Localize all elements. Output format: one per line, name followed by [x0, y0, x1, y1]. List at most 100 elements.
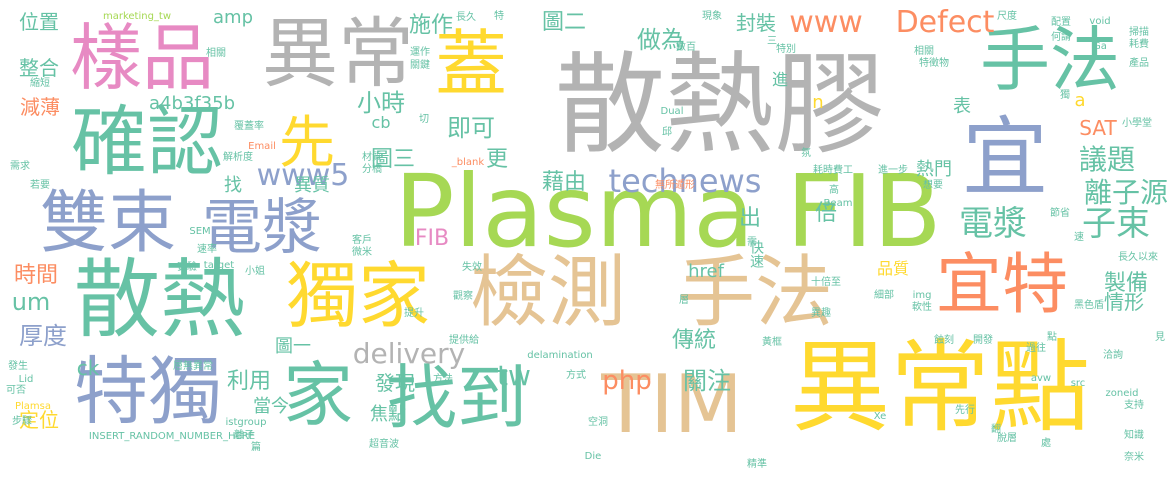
word: 分橋 — [362, 164, 382, 175]
word: 若要 — [30, 180, 50, 191]
word: 整合 — [19, 56, 59, 80]
word: 奈米 — [1124, 452, 1144, 463]
word: 細部 — [874, 290, 894, 301]
word: Dual — [660, 106, 684, 117]
word: Plamsa — [14, 401, 52, 412]
word: 速 — [1074, 232, 1084, 243]
word: 圖一 — [275, 336, 311, 357]
word: tw — [497, 359, 531, 392]
word: 電漿 — [202, 193, 322, 263]
word: 相關 — [206, 48, 226, 59]
word: 異趣 — [811, 308, 831, 319]
word: 失效 — [462, 262, 482, 273]
word: 出 — [738, 206, 762, 231]
word: 掃描 — [1129, 27, 1149, 38]
word: 黃框 — [762, 337, 782, 348]
word: INSERT_RANDOM_NUMBER_HERE — [88, 431, 256, 442]
word: 軟性 — [912, 302, 932, 313]
word: 脫層 — [997, 433, 1017, 444]
word: 樣品 — [69, 16, 215, 100]
word: 需求 — [10, 161, 30, 172]
word: 無所遁形 — [655, 180, 695, 191]
word: 發生 — [8, 361, 28, 372]
word: 配置 — [1051, 17, 1071, 28]
word: 厚度 — [19, 322, 67, 350]
word: 層無異常 — [173, 361, 213, 372]
word: www — [789, 5, 863, 40]
word: 當今 — [253, 396, 289, 417]
word: 客戶 — [352, 235, 372, 246]
word: 關鍵 — [410, 60, 430, 71]
word: 翻 — [991, 424, 1001, 435]
word: 子束 — [1082, 204, 1150, 244]
word: target — [203, 260, 235, 271]
word: 找 — [224, 175, 242, 196]
word: 長久 — [456, 12, 476, 23]
word: 蓋 — [434, 22, 508, 106]
word: 需 — [747, 237, 757, 248]
word: 定位 — [19, 408, 59, 432]
word: href — [688, 261, 724, 282]
word: 傳統 — [671, 328, 717, 353]
word: _blank — [451, 157, 485, 168]
word: 快速 — [748, 240, 764, 268]
word: 三 — [767, 36, 777, 47]
word: php — [602, 366, 652, 396]
word: 微米 — [352, 247, 372, 258]
word: 支持 — [1124, 400, 1144, 411]
word: 熱門 — [916, 159, 952, 180]
word: Defect — [895, 5, 995, 40]
word: 方法 — [433, 374, 453, 385]
word: 製備 — [1103, 271, 1149, 296]
word: 散熱膠 — [555, 41, 885, 169]
word: 超音波 — [369, 439, 399, 450]
word: 品質 — [876, 259, 910, 278]
word: 開發 — [973, 335, 993, 346]
word: 確認 — [71, 97, 223, 186]
word: 蝕刻 — [934, 335, 954, 346]
word: Xe — [873, 411, 887, 422]
word: 獨家 — [285, 254, 431, 338]
word: 離子源 — [1083, 176, 1169, 209]
word: 特獨 — [74, 349, 222, 435]
word: 何謂 — [1051, 32, 1071, 43]
word: 散熱 — [74, 250, 246, 350]
word: 步驟 — [12, 416, 32, 427]
word: 先 — [279, 111, 335, 176]
word: 縮短 — [30, 78, 50, 89]
word: 小姐 — [245, 266, 265, 277]
word: um — [11, 288, 51, 316]
word: 層 — [679, 295, 689, 306]
word: 位置 — [19, 10, 59, 34]
word: 耗費 — [1129, 39, 1149, 50]
word: Ga — [1093, 41, 1107, 52]
word: cb — [371, 113, 391, 132]
word: 宜 — [962, 108, 1048, 208]
word: SAT — [1079, 116, 1117, 140]
word: 找到 — [387, 357, 527, 439]
word: 焦點 — [370, 404, 406, 425]
word: 議題 — [1078, 143, 1136, 176]
word: avw — [1030, 373, 1052, 384]
word: 發現 — [375, 371, 415, 395]
word: 小學堂 — [1122, 118, 1152, 129]
word: 提供給 — [449, 335, 479, 346]
word: 材質 — [362, 152, 382, 163]
word: 十倍至 — [811, 277, 841, 288]
word: 檢測 — [469, 248, 627, 338]
word: 篇 — [251, 442, 261, 453]
word: 圖二 — [541, 10, 587, 35]
word: 長久以來 — [1118, 252, 1158, 263]
word: 邱 — [662, 127, 672, 138]
word: TIM — [601, 358, 743, 451]
word: 見 — [1155, 332, 1165, 343]
word: n — [812, 92, 824, 113]
word: 處 — [1041, 438, 1051, 449]
word: 過往 — [1026, 343, 1046, 354]
word: 實驗 — [177, 262, 197, 273]
word: 特徵物 — [919, 58, 949, 69]
word: delivery — [352, 337, 466, 370]
word: 解析度 — [223, 152, 253, 163]
word: istgroup — [225, 417, 267, 428]
word: marketing_tw — [102, 11, 172, 22]
